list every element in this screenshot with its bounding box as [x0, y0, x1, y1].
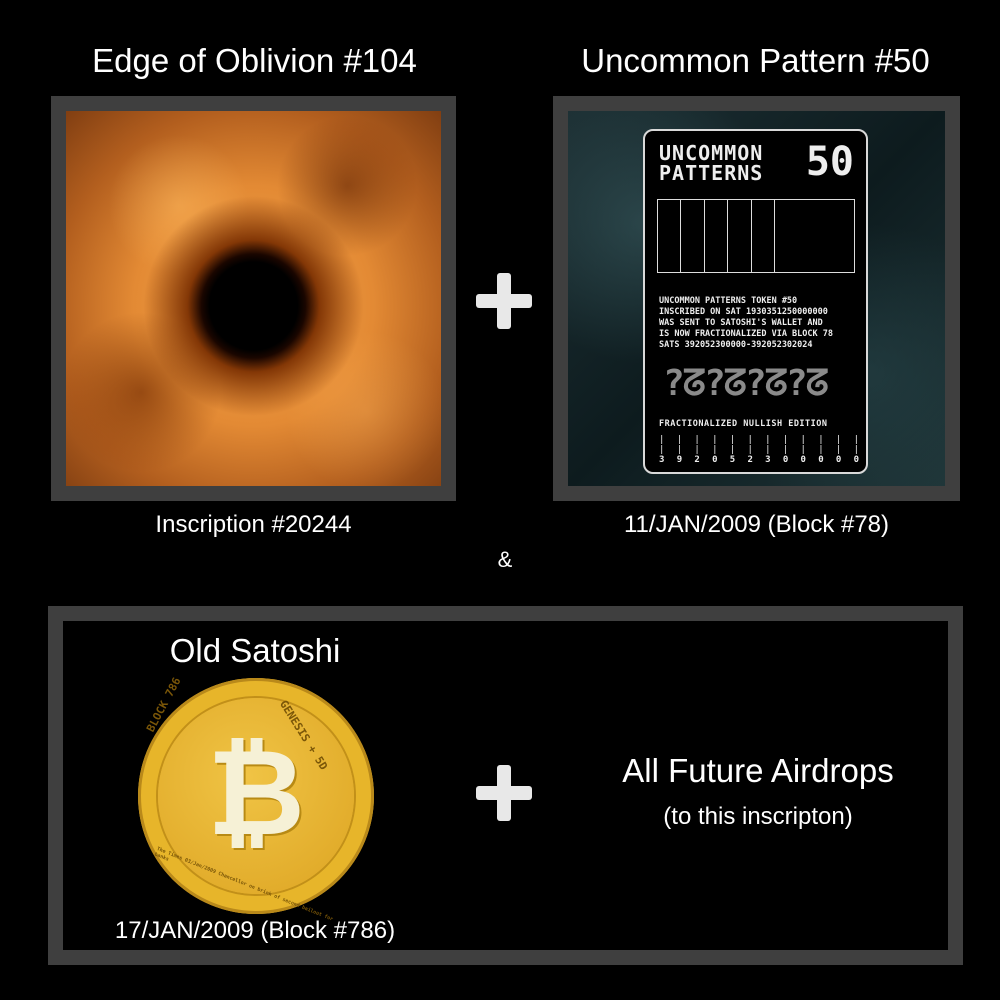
uncommon-pattern-image: UNCOMMON PATTERNS 50 UNCOMMON PATTERNS T…	[568, 111, 945, 486]
card-digit: | | 3	[765, 435, 771, 465]
card-digit: | | 9	[676, 435, 683, 465]
plus-icon	[476, 765, 532, 821]
card-glyphs: ?ᘔ?ᘔ?ᘔ?ᘔ	[663, 363, 829, 404]
card-digit: | | 0	[712, 435, 718, 465]
old-satoshi-title: Old Satoshi	[169, 632, 341, 669]
card-digit: | | 0	[853, 435, 859, 465]
edge-of-oblivion-frame	[51, 96, 456, 501]
edge-of-oblivion-image	[66, 111, 441, 486]
ampersand: &	[497, 547, 513, 572]
bitcoin-icon: ₿	[207, 726, 305, 861]
card-digit-ticks: | | 3 | | 9 | | 2 | | 0 | | 5 | | 2 | | 3 | | 0 | | 0 | | 0 | | 0 | | 0	[659, 435, 859, 465]
card-digit: | | 0	[818, 435, 824, 465]
old-satoshi-caption: 17/JAN/2009 (Block #786)	[114, 917, 396, 944]
card-digit: | | 5	[729, 435, 736, 465]
coin-inner-ring	[158, 698, 354, 894]
uncommon-pattern-frame: UNCOMMON PATTERNS 50 UNCOMMON PATTERNS T…	[553, 96, 960, 501]
card-edition: FRACTIONALIZED NULLISH EDITION	[659, 419, 828, 429]
card-title: UNCOMMON PATTERNS	[659, 141, 764, 185]
card-digit: | | 0	[835, 435, 842, 465]
card-description: UNCOMMON PATTERNS TOKEN #50 INSCRIBED ON…	[659, 296, 833, 350]
pattern-card: UNCOMMON PATTERNS 50 UNCOMMON PATTERNS T…	[643, 129, 868, 474]
uncommon-pattern-title: Uncommon Pattern #50	[581, 42, 930, 79]
card-digit: | | 0	[800, 435, 806, 465]
card-number: 50	[805, 139, 854, 185]
airdrops-title: All Future Airdrops	[622, 752, 894, 789]
pattern-bars	[657, 199, 855, 273]
inscription-caption: Inscription #20244	[155, 511, 352, 538]
card-digit: | | 2	[747, 435, 753, 465]
card-digit: | | 2	[694, 435, 700, 465]
edge-of-oblivion-title: Edge of Oblivion #104	[92, 42, 417, 79]
old-satoshi-coin: BLOCK 786 GENESIS + 5D The Times 03/Jan/…	[138, 675, 374, 923]
card-digit: | | 3	[659, 435, 665, 465]
airdrops-subtitle: (to this inscripton)	[663, 803, 853, 830]
card-digit: | | 0	[782, 435, 789, 465]
block78-caption: 11/JAN/2009 (Block #78)	[623, 511, 890, 538]
plus-icon	[476, 273, 532, 329]
